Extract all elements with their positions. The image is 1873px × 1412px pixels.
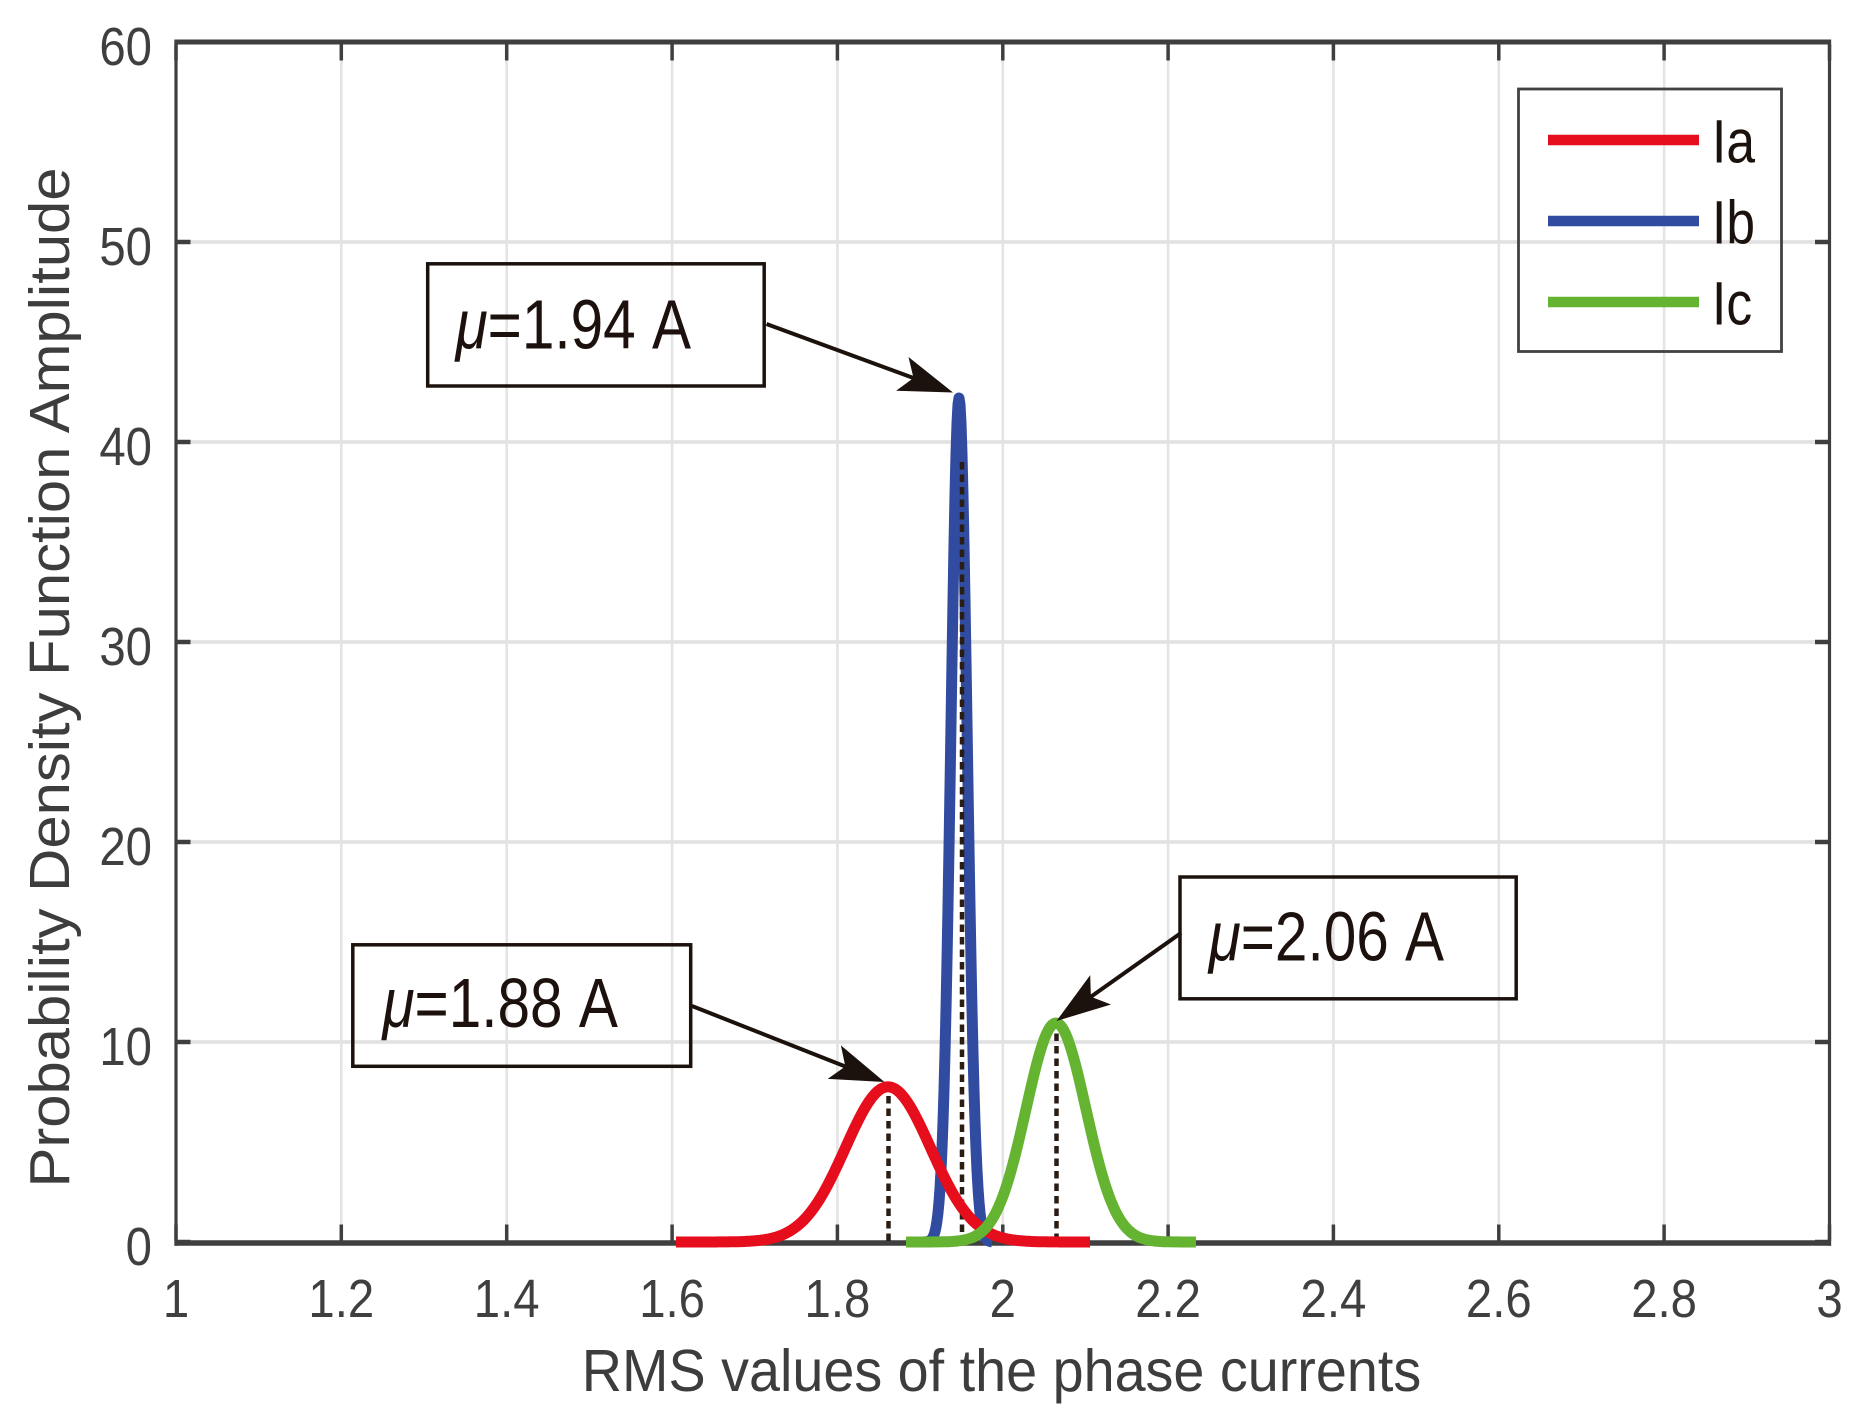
svg-text:60: 60 <box>99 16 152 77</box>
svg-text:μ=2.06 A: μ=2.06 A <box>1207 898 1444 976</box>
svg-text:Ic: Ic <box>1712 269 1752 337</box>
svg-text:Ib: Ib <box>1712 188 1755 256</box>
svg-text:1.4: 1.4 <box>474 1268 540 1329</box>
svg-text:2.6: 2.6 <box>1466 1268 1532 1329</box>
svg-text:30: 30 <box>99 616 152 677</box>
svg-text:RMS values of the phase curren: RMS values of the phase currents <box>582 1338 1421 1404</box>
svg-text:40: 40 <box>99 416 152 477</box>
svg-text:1.6: 1.6 <box>639 1268 705 1329</box>
svg-text:2: 2 <box>990 1268 1016 1329</box>
svg-text:0: 0 <box>126 1216 152 1277</box>
svg-text:Probability Density Function A: Probability Density Function Amplitude <box>19 167 82 1187</box>
svg-text:2.4: 2.4 <box>1301 1268 1367 1329</box>
svg-text:μ=1.94 A: μ=1.94 A <box>454 286 691 364</box>
svg-text:2.2: 2.2 <box>1135 1268 1201 1329</box>
svg-text:1: 1 <box>163 1268 189 1329</box>
svg-text:10: 10 <box>99 1016 152 1077</box>
svg-text:Ia: Ia <box>1712 107 1756 175</box>
svg-text:50: 50 <box>99 216 152 277</box>
svg-text:3: 3 <box>1816 1268 1842 1329</box>
svg-text:1.8: 1.8 <box>805 1268 871 1329</box>
svg-text:20: 20 <box>99 816 152 877</box>
svg-text:2.8: 2.8 <box>1631 1268 1697 1329</box>
svg-text:1.2: 1.2 <box>308 1268 374 1329</box>
svg-text:μ=1.88 A: μ=1.88 A <box>381 964 618 1042</box>
